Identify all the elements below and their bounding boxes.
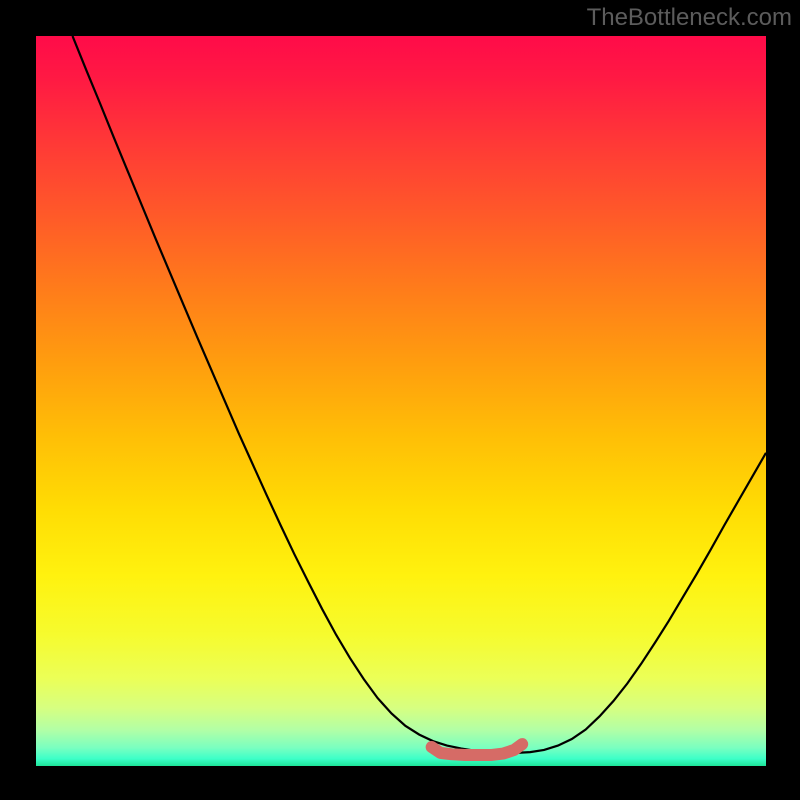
plot-background [36,36,766,766]
chart-frame: TheBottleneck.com [0,0,800,800]
watermark-text: TheBottleneck.com [587,4,792,32]
bottleneck-curve-plot [36,36,766,766]
